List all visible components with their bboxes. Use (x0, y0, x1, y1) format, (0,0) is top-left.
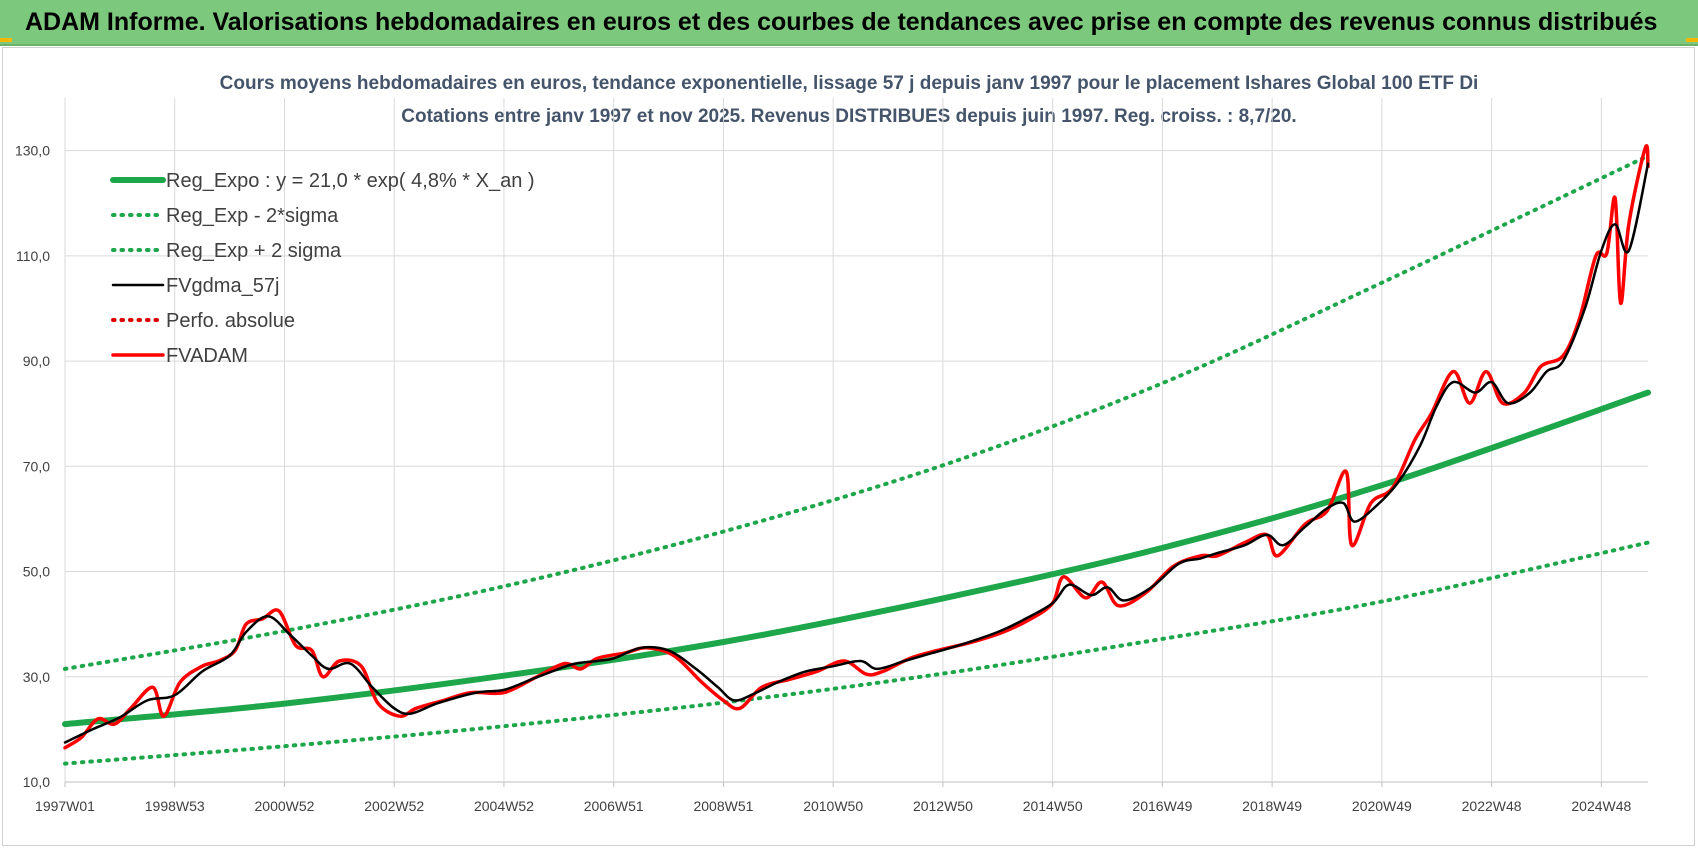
series-group (62, 144, 1651, 766)
x-axis: 1997W01 1998W53 2000W52 2002W52 2004W52 2006W… (35, 781, 1648, 814)
legend-label: FVADAM (166, 345, 248, 367)
y-tick-label: 90,0 (23, 353, 50, 369)
x-tick-label: 2012W50 (913, 798, 973, 814)
series-line-1 (63, 540, 1650, 766)
x-tick-label: 2000W52 (255, 798, 315, 814)
legend-label: Reg_Exp + 2 sigma (166, 240, 342, 262)
series-line-5 (63, 144, 1650, 750)
legend-label: Reg_Exp - 2*sigma (166, 205, 339, 227)
corner-marker-left (0, 38, 12, 42)
series-line-0 (62, 389, 1651, 728)
x-tick-label: 1998W53 (145, 798, 205, 814)
chart-title-line-2: Cotations entre janv 1997 et nov 2025. R… (401, 106, 1296, 127)
banner-title: ADAM Informe. Valorisations hebdomadaire… (25, 8, 1658, 36)
legend: Reg_Expo : y = 21,0 * exp( 4,8% * X_an )… (110, 170, 535, 367)
x-tick-label: 2008W51 (693, 798, 753, 814)
x-tick-label: 2020W49 (1352, 798, 1412, 814)
legend-label: FVgdma_57j (166, 275, 279, 297)
x-tick-label: 2004W52 (474, 798, 534, 814)
chart-title-line-1: Cours moyens hebdomadaires en euros, ten… (220, 73, 1479, 94)
y-tick-label: 10,0 (23, 774, 50, 790)
corner-marker-right (1686, 38, 1698, 42)
y-tick-label: 70,0 (23, 458, 50, 474)
y-tick-label: 110,0 (16, 248, 50, 264)
x-tick-label: 2024W48 (1571, 798, 1631, 814)
legend-label: Reg_Expo : y = 21,0 * exp( 4,8% * X_an ) (166, 170, 535, 192)
x-tick-label: 2018W49 (1242, 798, 1302, 814)
x-tick-label: 2006W51 (584, 798, 644, 814)
y-tick-label: 50,0 (23, 564, 50, 580)
y-tick-label: 130,0 (15, 143, 50, 159)
y-tick-label: 30,0 (23, 669, 50, 685)
x-tick-label: 1997W01 (35, 798, 95, 814)
x-tick-label: 2002W52 (364, 798, 424, 814)
grid (64, 98, 1648, 783)
x-tick-label: 2022W48 (1462, 798, 1522, 814)
series-line-3 (63, 162, 1650, 744)
series-line-2 (63, 153, 1650, 671)
report-banner: ADAM Informe. Valorisations hebdomadaire… (0, 0, 1698, 46)
x-tick-label: 2014W50 (1023, 798, 1083, 814)
legend-label: Perfo. absolue (166, 310, 295, 332)
y-axis: 10,0 30,0 50,0 70,0 90,0 110,0 130,0 (15, 143, 50, 790)
x-tick-label: 2016W49 (1132, 798, 1192, 814)
chart-frame (2, 47, 1695, 846)
x-tick-label: 2010W50 (803, 798, 863, 814)
